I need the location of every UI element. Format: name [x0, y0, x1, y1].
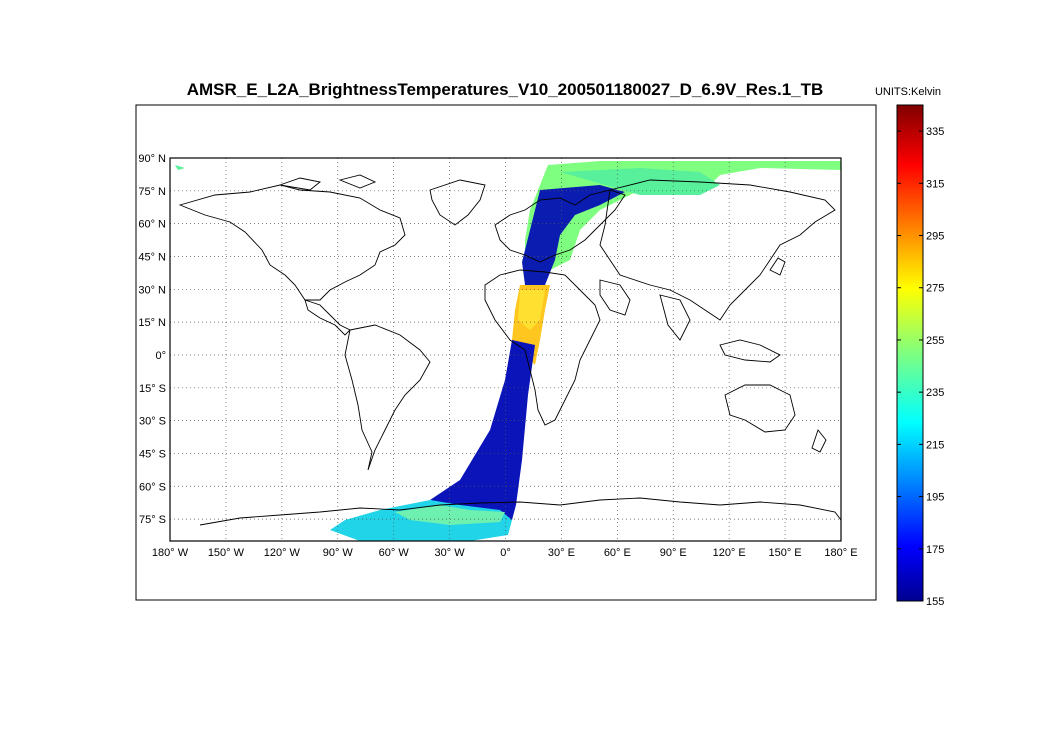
colorbar-tick-label: 195	[926, 492, 944, 504]
lat-tick-label: 30° N	[138, 284, 166, 296]
lat-tick-label: 0°	[155, 350, 166, 362]
lon-tick-label: 120° E	[713, 547, 746, 559]
lon-tick-label: 60° W	[379, 547, 410, 559]
colorbar-tick-label: 175	[926, 544, 944, 556]
lat-tick-label: 75° S	[139, 514, 166, 526]
lon-tick-label: 60° E	[604, 547, 631, 559]
colorbar-tick-label: 215	[926, 439, 944, 451]
lat-tick-label: 60° S	[139, 481, 166, 493]
colorbar-tick-label: 255	[926, 335, 944, 347]
coast-central-america	[304, 299, 351, 336]
coastlines	[178, 174, 841, 526]
lon-tick-label: 30° E	[548, 547, 575, 559]
lon-tick-label: 180° W	[152, 547, 189, 559]
lon-tick-label: 120° W	[264, 547, 301, 559]
coast-japan	[769, 257, 786, 276]
coast-australia	[724, 384, 796, 433]
lat-tick-labels: 90° N 75° N 60° N 45° N 30° N 15° N 0° 15° S 30°…	[138, 153, 166, 526]
colorbar-tick-label: 275	[926, 283, 944, 295]
coast-greenland	[429, 179, 486, 226]
swath-sahara-hot	[518, 290, 545, 330]
lon-tick-label: 150° E	[769, 547, 802, 559]
figure-title: AMSR_E_L2A_BrightnessTemperatures_V10_20…	[187, 80, 824, 99]
map-frame-border	[169, 157, 842, 542]
lon-tick-labels: 180° W 150° W 120° W 90° W 60° W 30° W 0° 30° E…	[152, 547, 858, 559]
lon-tick-label: 90° E	[660, 547, 687, 559]
lat-tick-label: 15° S	[139, 383, 166, 395]
lon-tick-label: 0°	[500, 547, 511, 559]
lat-tick-label: 30° S	[139, 416, 166, 428]
coast-asia	[599, 179, 836, 321]
coast-europe	[494, 189, 626, 263]
lat-tick-label: 15° N	[138, 317, 166, 329]
units-label: UNITS:Kelvin	[875, 86, 941, 98]
coast-antarctica	[199, 497, 841, 526]
lon-tick-label: 30° W	[435, 547, 466, 559]
coast-indonesia	[719, 339, 781, 363]
colorbar-tick-label: 295	[926, 231, 944, 243]
coast-arabia	[599, 279, 631, 316]
coast-south-america	[344, 324, 431, 471]
swath-antarctic-edge	[395, 505, 505, 525]
coast-new-zealand	[811, 429, 827, 453]
swath-fragment	[175, 165, 185, 170]
swath-layer	[175, 161, 841, 541]
lat-tick-label: 45° S	[139, 448, 166, 460]
coast-north-america	[178, 184, 406, 301]
lon-tick-label: 90° W	[323, 547, 354, 559]
swath-north-cap	[560, 168, 720, 195]
lon-tick-label: 180° E	[824, 547, 857, 559]
colorbar-tick-label: 155	[926, 596, 944, 608]
swath-europe-cold	[522, 185, 625, 285]
colorbar	[896, 104, 924, 602]
colorbar-ticks: 155 175 195 215 235 255 275 295 315 335	[897, 126, 944, 608]
colorbar-tick-label: 315	[926, 178, 944, 190]
lat-tick-label: 90° N	[138, 153, 166, 165]
lat-tick-label: 60° N	[138, 219, 166, 231]
colorbar-tick-label: 235	[926, 387, 944, 399]
colorbar-tick-label: 335	[926, 126, 944, 138]
lat-tick-label: 45° N	[138, 251, 166, 263]
coast-india	[659, 294, 691, 341]
lon-tick-label: 150° W	[208, 547, 245, 559]
swath-atlantic-cold	[430, 340, 535, 520]
lat-tick-label: 75° N	[138, 186, 166, 198]
coast-africa	[484, 269, 601, 426]
coast-arctic-islands-2	[338, 174, 377, 189]
coast-arctic-islands	[279, 177, 322, 191]
